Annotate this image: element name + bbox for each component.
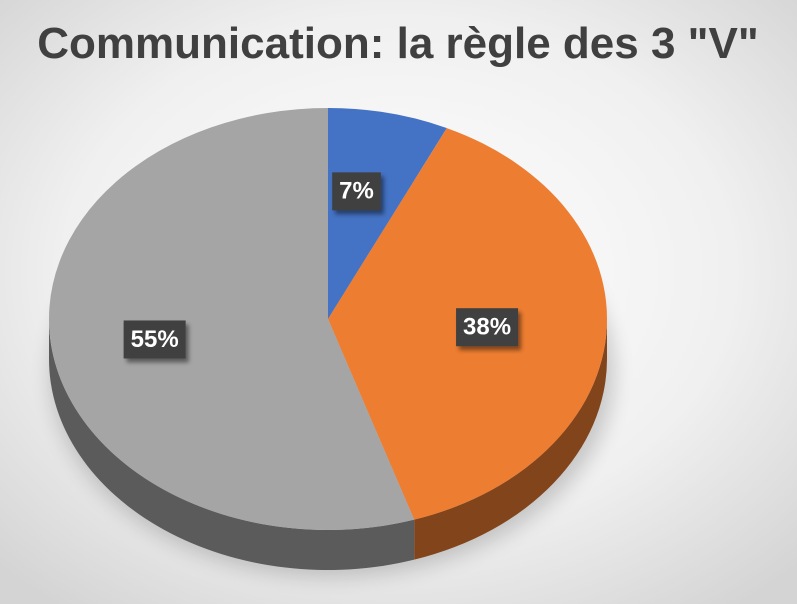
- value-label: 38%: [463, 314, 511, 341]
- pie-sides: [49, 319, 607, 570]
- value-label-bg: [332, 172, 381, 211]
- slice-side: [414, 319, 607, 560]
- value-label-bg: [456, 308, 519, 347]
- chart-title: Communication: la règle des 3 "V": [37, 19, 758, 68]
- pie-tops: [49, 108, 607, 530]
- slice: [328, 108, 447, 319]
- value-label-box: 55%: [123, 320, 186, 359]
- value-label-box: 7%: [332, 172, 381, 211]
- slice-side: [49, 319, 415, 570]
- value-labels: 7% 38% 55%: [123, 172, 519, 359]
- value-label-bg: [123, 320, 186, 359]
- value-label: 55%: [131, 326, 179, 353]
- value-label-box: 38%: [456, 308, 519, 347]
- slice: [49, 108, 415, 530]
- value-label: 7%: [339, 178, 374, 205]
